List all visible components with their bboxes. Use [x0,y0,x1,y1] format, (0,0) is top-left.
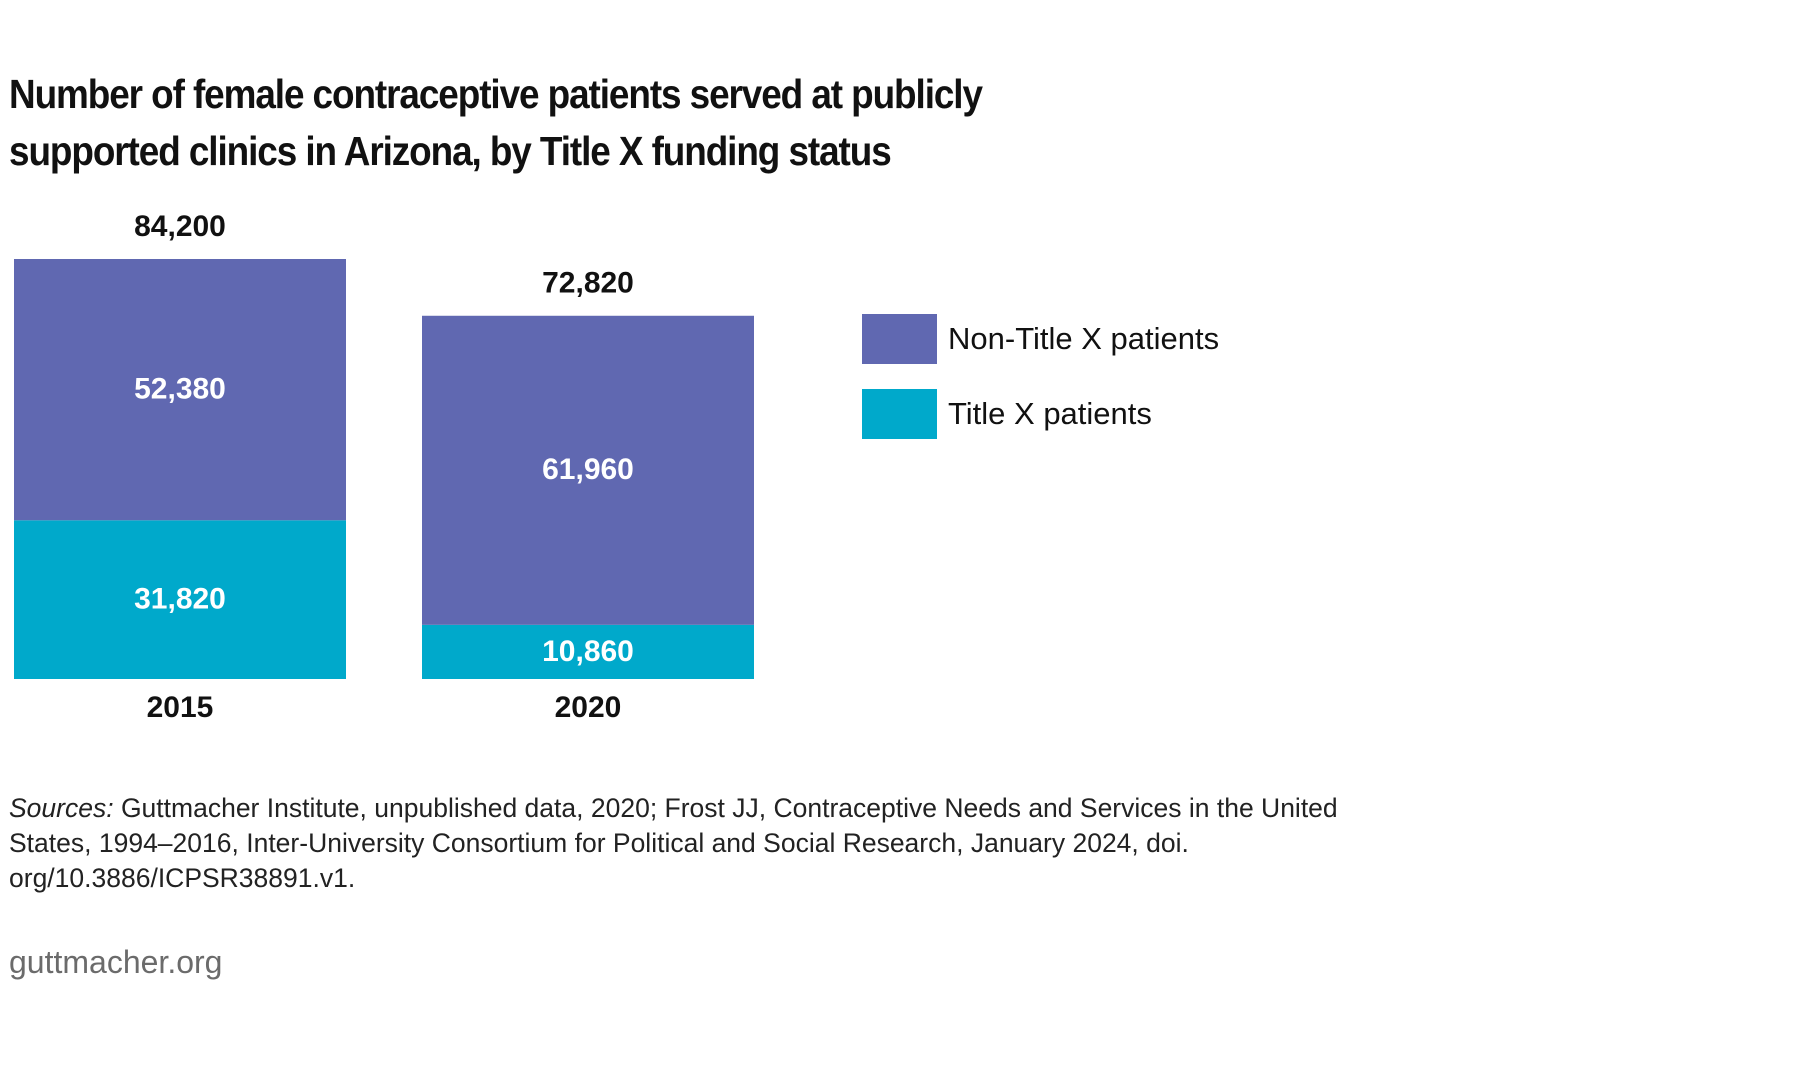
chart-title: Number of female contraceptive patients … [9,71,983,174]
bar-segment-2020-non-title-x [422,315,754,625]
legend-item-title-x: Title X patients [862,389,1219,439]
stacked-bar-chart: 31,820 52,380 84,200 2015 10,860 61,960 72,820… [14,210,754,724]
legend-item-non-title-x: Non-Title X patients [862,314,1219,364]
legend-label-non-title-x: Non-Title X patients [948,321,1220,356]
sources-note: Sources: Guttmacher Institute, unpublish… [9,791,1409,896]
data-label-2020-title-x: 10,860 [542,635,634,668]
bar-segment-2015-title-x [14,520,346,679]
category-label-2020: 2020 [555,691,622,724]
data-label-2020-non-title-x: 61,960 [542,453,634,486]
category-label-2015: 2015 [147,691,214,724]
sources-prefix: Sources: [9,793,114,823]
total-label-2020: 72,820 [542,267,634,300]
sources-text: Guttmacher Institute, unpublished data, … [9,793,1338,893]
site-url: guttmacher.org [9,944,223,980]
total-label-2015: 84,200 [134,210,226,243]
legend-swatch-title-x [862,389,937,439]
bar-segment-2015-non-title-x [14,259,346,521]
legend-label-title-x: Title X patients [948,396,1152,431]
bar-segment-2020-title-x [422,624,754,679]
data-label-2015-title-x: 31,820 [134,583,226,616]
data-label-2015-non-title-x: 52,380 [134,373,226,406]
legend: Non-Title X patients Title X patients [862,314,1219,464]
legend-swatch-non-title-x [862,314,937,364]
